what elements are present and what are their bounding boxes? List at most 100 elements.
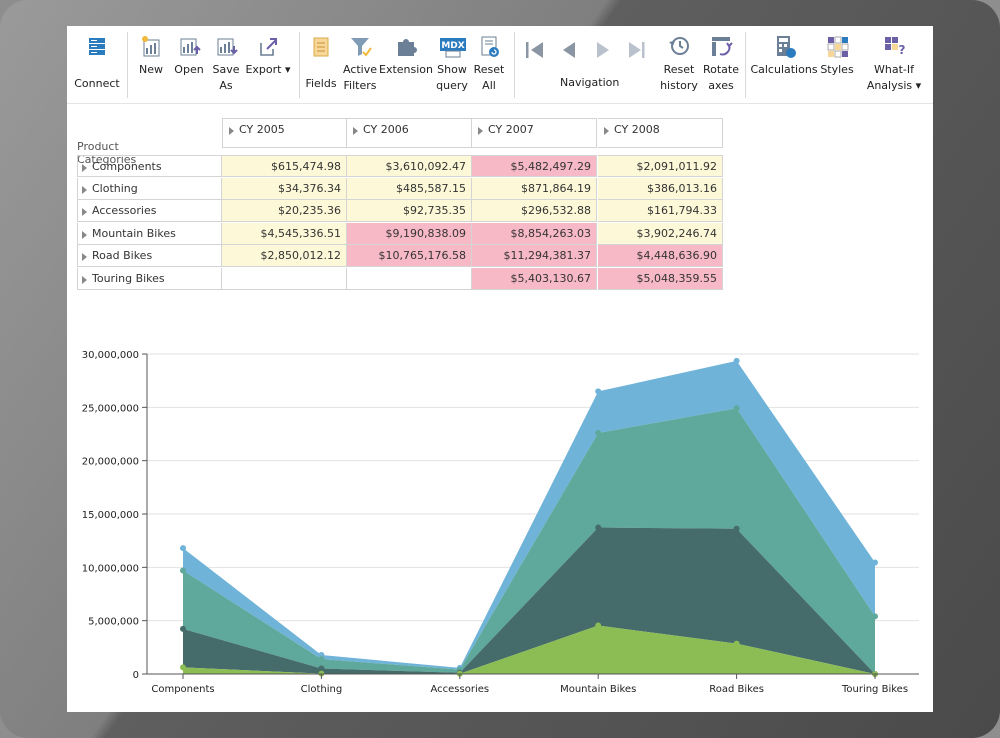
data-point[interactable] [180,545,186,552]
open-button[interactable]: Open [170,32,208,102]
x-tick-label: Road Bikes [709,684,764,695]
value-cell[interactable]: $2,091,011.92 [598,155,723,177]
rotate-axes-button[interactable]: Rotate axes [701,32,741,102]
data-point[interactable] [180,664,186,671]
svg-text:?: ? [899,43,906,57]
new-button[interactable]: New [134,32,168,102]
value-cell[interactable]: $4,545,336.51 [222,222,347,245]
show-query-label: Show query [436,63,468,92]
value-cell[interactable]: $5,403,130.67 [472,267,597,290]
extension-label: Extension [379,63,434,76]
fields-label: Fields [305,77,337,90]
data-point[interactable] [872,613,878,620]
value-cell[interactable]: $92,735.35 [347,200,472,222]
value-cell[interactable]: $9,190,838.09 [347,222,472,245]
show-query-button[interactable]: MDX Show query [433,32,471,102]
extension-button[interactable]: Extension [379,32,433,102]
active-filters-button[interactable]: Active Filters [341,32,379,102]
data-point[interactable] [318,656,325,663]
area-series[interactable] [183,408,875,674]
value-cell[interactable]: $161,794.33 [598,200,723,222]
value-cell[interactable]: $615,474.98 [222,155,347,177]
value-cell[interactable]: $871,864.19 [472,177,597,200]
value-cell[interactable]: $34,376.34 [222,177,347,200]
value-cell[interactable]: $485,587.15 [347,177,472,200]
column-header[interactable]: CY 2005 [222,118,347,148]
row-header[interactable]: Touring Bikes [77,267,222,290]
export-button[interactable]: Export ▾ [245,32,291,102]
data-point[interactable] [733,525,740,532]
value-cell[interactable]: $8,854,263.03 [472,222,597,245]
row-header-label: Mountain Bikes [92,226,176,240]
data-point[interactable] [595,524,602,531]
last-page-icon[interactable] [629,42,645,58]
data-point[interactable] [318,665,325,672]
y-tick-label: 5,000,000 [88,617,139,628]
save-as-label: Save As [212,63,240,92]
export-icon [260,38,277,56]
next-icon[interactable] [597,42,609,58]
x-tick-label: Mountain Bikes [560,684,636,695]
value-cell[interactable] [222,267,347,290]
row-header[interactable]: Mountain Bikes [77,222,222,245]
data-point[interactable] [595,622,602,629]
data-point[interactable] [733,357,740,364]
data-point[interactable] [180,567,186,574]
x-tick-label: Touring Bikes [841,684,908,695]
row-header-title[interactable]: Product Categories [77,140,137,166]
expand-arrow-icon[interactable] [353,127,358,135]
row-header[interactable]: Accessories [77,200,222,222]
row-header[interactable]: Clothing [77,177,222,200]
area-series[interactable] [183,527,875,674]
value-cell[interactable]: $3,610,092.47 [347,155,472,177]
value-cell[interactable]: $5,482,497.29 [472,155,597,177]
column-header[interactable]: CY 2008 [598,118,723,148]
value-cell[interactable]: $11,294,381.37 [472,245,597,267]
first-page-icon[interactable] [526,42,543,58]
row-header[interactable]: Components [77,155,222,177]
value-cell[interactable]: $5,048,359.55 [598,267,723,290]
expand-arrow-icon[interactable] [604,127,609,135]
column-header-label: CY 2008 [614,123,660,136]
expand-arrow-icon[interactable] [82,253,87,261]
styles-button[interactable]: Styles [819,32,855,102]
data-point[interactable] [595,388,602,395]
expand-arrow-icon[interactable] [478,127,483,135]
expand-arrow-icon[interactable] [82,275,87,284]
value-cell[interactable]: $10,765,176.58 [347,245,472,267]
reset-history-button[interactable]: Reset history [657,32,701,102]
value-cell[interactable]: $296,532.88 [472,200,597,222]
data-point[interactable] [872,559,878,566]
value-cell[interactable]: $2,850,012.12 [222,245,347,267]
value-cell[interactable] [347,267,472,290]
expand-arrow-icon[interactable] [82,208,87,216]
reset-history-label: Reset history [660,63,698,92]
column-header[interactable]: CY 2006 [347,118,472,148]
expand-arrow-icon[interactable] [82,230,87,239]
fields-button[interactable]: Fields [303,32,339,102]
styles-grid-icon [827,36,849,58]
data-point[interactable] [733,640,740,647]
save-as-button[interactable]: Save As [209,32,243,102]
connect-button[interactable]: Connect [73,32,121,102]
value-cell[interactable]: $386,013.16 [598,177,723,200]
data-point[interactable] [595,430,602,437]
previous-icon[interactable] [563,42,575,58]
area-series[interactable] [183,625,875,674]
calculator-icon [777,36,796,58]
calculations-button[interactable]: Calculations [750,32,818,102]
reset-all-button[interactable]: Reset All [471,32,507,102]
data-point[interactable] [733,405,740,412]
expand-arrow-icon[interactable] [82,164,87,172]
value-cell[interactable]: $20,235.36 [222,200,347,222]
column-header[interactable]: CY 2007 [472,118,597,148]
value-cell[interactable]: $3,902,246.74 [598,222,723,245]
data-point[interactable] [180,625,186,632]
data-point[interactable] [318,652,325,659]
value-cell[interactable]: $4,448,636.90 [598,245,723,267]
expand-arrow-icon[interactable] [82,185,87,194]
what-if-analysis-button[interactable]: ? What-If Analysis ▾ [863,32,925,102]
navigation-label: Navigation [560,76,620,89]
row-header[interactable]: Road Bikes [77,245,222,267]
expand-arrow-icon[interactable] [229,127,234,135]
